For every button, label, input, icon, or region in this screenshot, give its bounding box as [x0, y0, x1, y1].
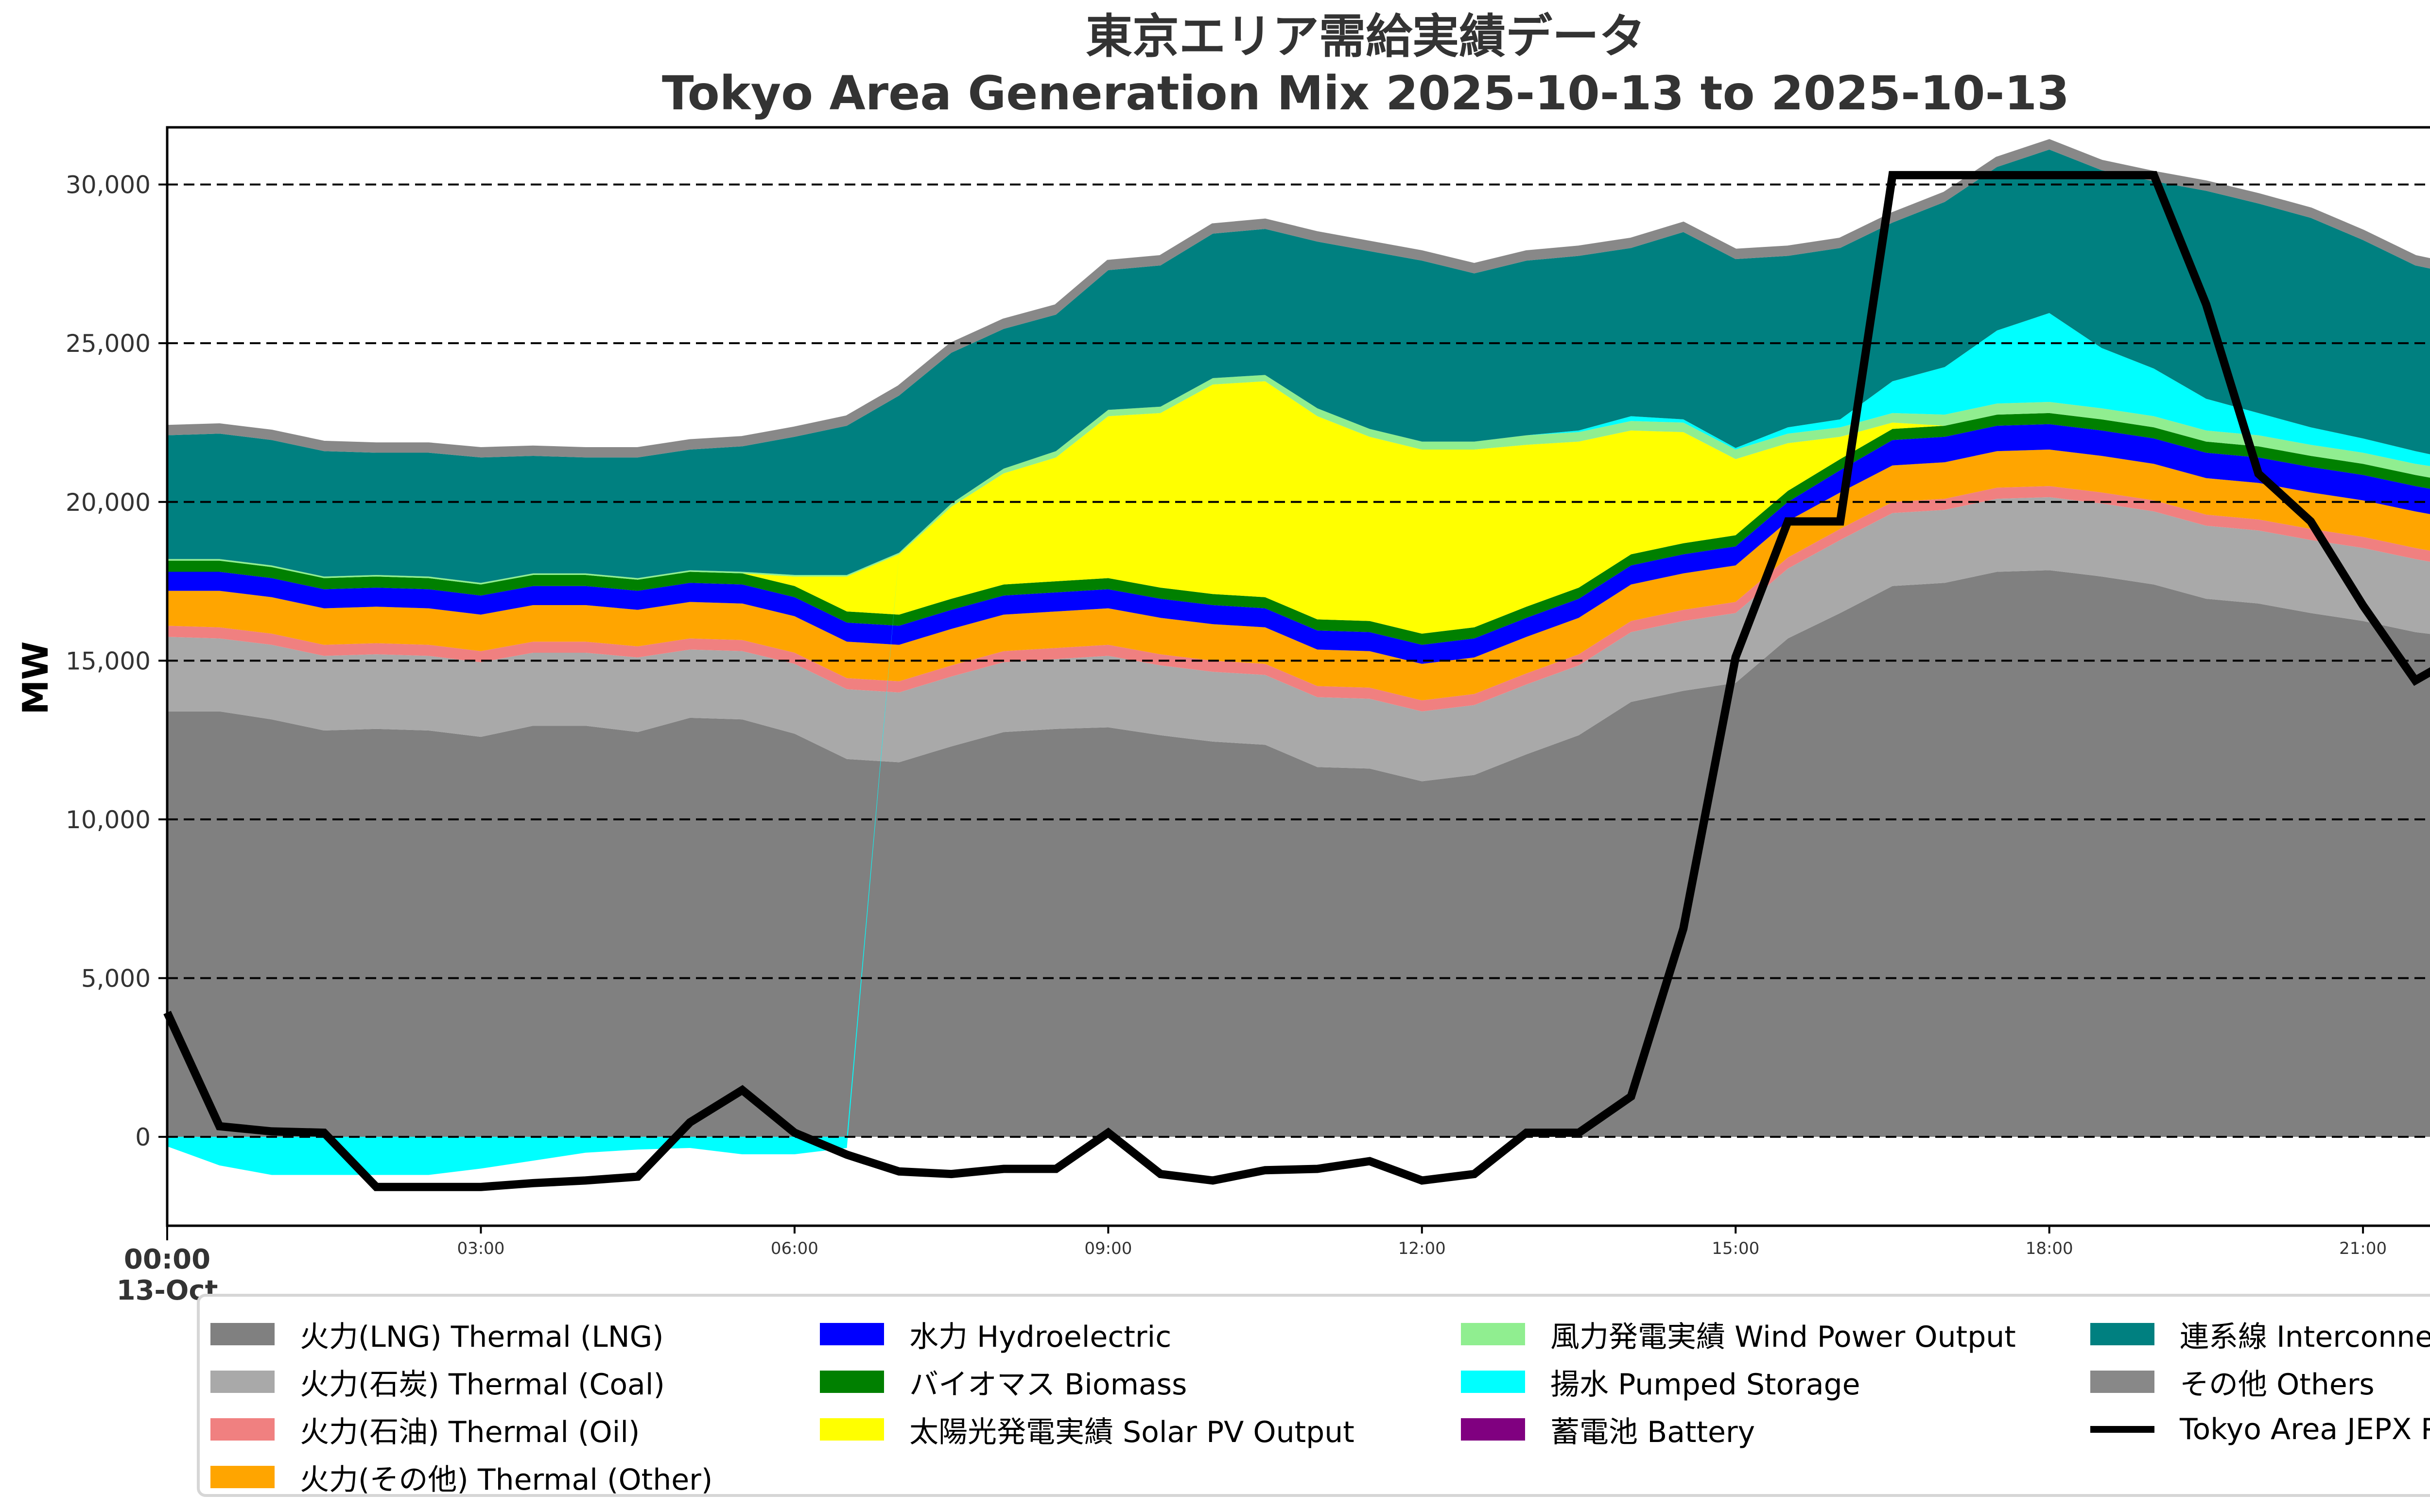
- area-top-edge: [167, 139, 2430, 452]
- legend-swatch: [210, 1418, 275, 1441]
- legend-swatch: [2090, 1371, 2154, 1393]
- area-10: [167, 149, 2430, 583]
- y-tick-label: 5,000: [81, 965, 151, 993]
- x-tick-label: 21:00: [2339, 1239, 2387, 1258]
- legend-label: 水力 Hydroelectric: [909, 1320, 1172, 1354]
- legend-item-coal: 火力(石炭) Thermal (Coal): [210, 1358, 712, 1406]
- plot-frame: [166, 126, 2430, 1227]
- legend-label: バイオマス Biomass: [909, 1367, 1187, 1402]
- legend-label: 太陽光発電実績 Solar PV Output: [909, 1415, 1354, 1449]
- legend-label: 火力(石油) Thermal (Oil): [300, 1415, 640, 1449]
- y-tick-label: 20,000: [66, 488, 151, 517]
- legend-label: 揚水 Pumped Storage: [1550, 1367, 1860, 1402]
- area-3: [167, 450, 2430, 700]
- legend: 火力(LNG) Thermal (LNG) 火力(石炭) Thermal (Co…: [197, 1294, 2430, 1497]
- stacked-areas: [167, 139, 2430, 1175]
- legend-swatch: [1461, 1371, 1525, 1393]
- legend-swatch: [820, 1418, 884, 1441]
- legend-item-oil: 火力(石油) Thermal (Oil): [210, 1406, 712, 1453]
- y-tick-label: 10,000: [66, 806, 151, 834]
- price-line: [163, 171, 2430, 1191]
- legend-label: 蓄電池 Battery: [1550, 1415, 1755, 1449]
- y-tick-label: 15,000: [66, 647, 151, 675]
- area-6: [167, 381, 2430, 634]
- area-8: [167, 313, 2430, 1175]
- legend-swatch: [1461, 1323, 1525, 1345]
- legend-swatch: [1461, 1418, 1525, 1441]
- legend-label: 連系線 Interconnectors: [2180, 1320, 2430, 1354]
- legend-swatch: [820, 1323, 884, 1345]
- legend-item-hydro: 水力 Hydroelectric: [820, 1310, 1354, 1358]
- x-tick-label: 15:00: [1712, 1239, 1759, 1258]
- area-0: [167, 570, 2430, 1137]
- chart-title-ja: 東京エリア需給実績データ: [1086, 9, 1646, 64]
- legend-item-pumped-storage: 揚水 Pumped Storage: [1461, 1358, 2016, 1406]
- legend-swatch: [210, 1323, 275, 1345]
- legend-label: その他 Others: [2180, 1367, 2375, 1402]
- legend-item-wind: 風力発電実績 Wind Power Output: [1461, 1310, 2016, 1358]
- x-tick-label: 09:00: [1084, 1239, 1132, 1258]
- legend-item-interconnectors: 連系線 Interconnectors: [2090, 1310, 2430, 1358]
- chart-title-en: Tokyo Area Generation Mix 2025-10-13 to …: [662, 66, 2069, 121]
- y-tick-label: 0: [135, 1123, 151, 1151]
- y-tick-label: 30,000: [66, 171, 151, 199]
- legend-item-others: その他 Others: [2090, 1358, 2430, 1406]
- x-tick-label: 00:00: [124, 1244, 210, 1275]
- y-tick-label: 25,000: [66, 330, 151, 358]
- legend-item-biomass: バイオマス Biomass: [820, 1358, 1354, 1406]
- y-axis-left: 0 5,000 10,000 15,000 20,000 25,000 30,000: [66, 171, 167, 1151]
- legend-label: 火力(石炭) Thermal (Coal): [300, 1367, 665, 1402]
- legend-label: 火力(LNG) Thermal (LNG): [300, 1320, 664, 1354]
- legend-swatch: [2090, 1323, 2154, 1345]
- legend-swatch: [210, 1371, 275, 1393]
- area-1: [167, 497, 2430, 782]
- legend-item-jepx-price: Tokyo Area JEPX Price: [2090, 1406, 2430, 1453]
- legend-item-solar: 太陽光発電実績 Solar PV Output: [820, 1406, 1354, 1453]
- legend-item-thermal-other: 火力(その他) Thermal (Other): [210, 1453, 712, 1501]
- legend-swatch: [210, 1466, 275, 1488]
- legend-label: Tokyo Area JEPX Price: [2180, 1412, 2430, 1446]
- legend-item-lng: 火力(LNG) Thermal (LNG): [210, 1310, 712, 1358]
- legend-label: 風力発電実績 Wind Power Output: [1550, 1320, 2016, 1354]
- legend-swatch: [820, 1371, 884, 1393]
- x-tick-label: 12:00: [1398, 1239, 1446, 1258]
- legend-label: 火力(その他) Thermal (Other): [300, 1462, 713, 1497]
- x-tick-label: 18:00: [2026, 1239, 2073, 1258]
- gridlines: [167, 183, 2430, 1138]
- price-line-group: [163, 171, 2430, 1191]
- y-axis-label: MW: [15, 641, 56, 714]
- legend-item-battery: 蓄電池 Battery: [1461, 1406, 2016, 1453]
- area-7: [167, 375, 2430, 585]
- legend-line-swatch: [2090, 1426, 2154, 1433]
- x-tick-label: 06:00: [771, 1239, 818, 1258]
- x-tick-label: 03:00: [457, 1239, 504, 1258]
